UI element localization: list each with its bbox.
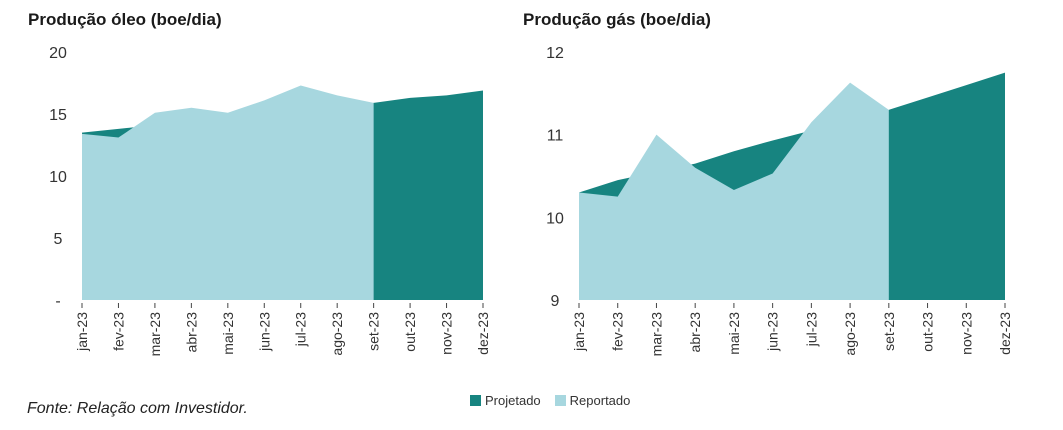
y-tick-label: 12: [546, 45, 564, 62]
y-tick-label: 5: [54, 231, 63, 248]
x-tick-label: ago-23: [329, 312, 345, 356]
series-area-reportado: [579, 82, 889, 300]
x-tick-label: jan-23: [571, 312, 587, 352]
x-tick-label: fev-23: [110, 312, 126, 351]
x-tick-label: mai-23: [220, 312, 236, 355]
gas-production-chart: 9 10 11 12 jan-23 fev-23 mar-23 abr-23 mai-23 jun…: [546, 45, 1013, 356]
y-tick-label: 11: [547, 128, 564, 145]
legend-label-reportado: Reportado: [569, 393, 631, 408]
x-tick-label: mai-23: [726, 312, 742, 355]
x-tick-label: fev-23: [610, 312, 626, 351]
x-tick-label: ago-23: [842, 312, 858, 356]
y-tick-label: 10: [546, 210, 564, 227]
x-tick-label: mar-23: [147, 312, 163, 357]
legend-swatch-projetado: [470, 395, 481, 406]
legend-item-projetado: Projetado: [470, 393, 541, 408]
x-tick-label: dez-23: [997, 312, 1013, 355]
oil-production-chart: - 5 10 15 20 jan-23 fev-23 mar-23 abr-23 mai-23 ju…: [49, 45, 491, 356]
x-tick-label: mar-23: [648, 312, 664, 357]
x-tick-label: jul-23: [803, 312, 819, 347]
x-tick-label: out-23: [920, 312, 936, 352]
gas-chart-title: Produção gás (boe/dia): [523, 10, 711, 29]
series-area-reportado: [82, 85, 374, 300]
x-tick-label: abr-23: [183, 312, 199, 353]
x-tick-label: nov-23: [439, 312, 455, 355]
oil-chart-title: Produção óleo (boe/dia): [28, 10, 222, 29]
y-tick-label: 15: [49, 107, 67, 124]
y-tick-label: 20: [49, 45, 67, 62]
x-tick-label: jul-23: [293, 312, 309, 347]
x-tick-label: abr-23: [687, 312, 703, 353]
y-tick-label: 9: [551, 293, 560, 310]
x-tick-label: jun-23: [765, 312, 781, 352]
legend-swatch-reportado: [554, 395, 566, 406]
x-tick-label: set-23: [881, 312, 897, 351]
x-tick-label: dez-23: [475, 312, 491, 355]
y-tick-label: 10: [49, 169, 67, 186]
y-tick-label: -: [55, 293, 60, 310]
legend-item-reportado: Reportado: [554, 393, 631, 408]
x-tick-label: out-23: [402, 312, 418, 352]
x-tick-label: set-23: [366, 312, 382, 351]
x-tick-label: jun-23: [256, 312, 272, 352]
legend: Projetado Reportado: [470, 393, 644, 408]
legend-label-projetado: Projetado: [485, 393, 541, 408]
x-tick-label: nov-23: [958, 312, 974, 355]
source-note: Fonte: Relação com Investidor.: [27, 400, 248, 417]
x-tick-label: jan-23: [74, 312, 90, 352]
